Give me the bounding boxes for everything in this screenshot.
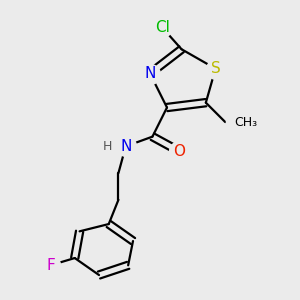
Text: CH₃: CH₃ — [234, 116, 257, 129]
Text: S: S — [211, 61, 220, 76]
Text: N: N — [120, 139, 131, 154]
Text: Cl: Cl — [155, 20, 170, 35]
Text: O: O — [173, 144, 185, 159]
Text: H: H — [103, 140, 112, 153]
Text: F: F — [46, 258, 55, 273]
Text: N: N — [144, 66, 156, 81]
